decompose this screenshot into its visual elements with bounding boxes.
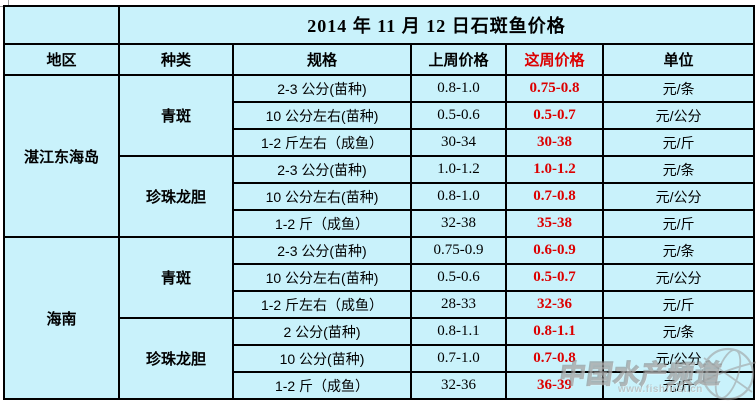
- this-week-price-cell: 1.0-1.2: [505, 155, 604, 184]
- corner-blank-cell: [3, 5, 120, 45]
- table-row: 10 公分(苗种) 0.7-1.0 0.7-0.8 元/公分: [4, 344, 756, 373]
- this-week-price-cell: 0.6-0.9: [505, 236, 604, 265]
- table-row: 1-2 斤左右（成鱼） 30-34 30-38 元/斤: [4, 128, 756, 157]
- this-week-price-cell: 35-38: [505, 209, 604, 238]
- unit-cell: 元/条: [601, 236, 756, 265]
- spec-cell: 2-3 公分(苗种): [232, 236, 412, 265]
- this-week-price-cell: 32-36: [505, 290, 604, 319]
- table-title: 2014 年 11 月 12 日石斑鱼价格: [117, 5, 756, 45]
- this-week-price-cell: 0.8-1.1: [505, 317, 604, 346]
- table-row: 湛江东海岛 青斑 2-3 公分(苗种) 0.8-1.0 0.75-0.8 元/条: [3, 74, 756, 238]
- header-last-week-price: 上周价格: [410, 43, 507, 76]
- last-week-price-cell: 0.75-0.9: [410, 236, 507, 265]
- last-week-price-cell: 30-34: [410, 128, 507, 157]
- spec-cell: 10 公分左右(苗种): [232, 182, 412, 211]
- header-row: 地区 种类 规格 上周价格 这周价格 单位: [3, 43, 756, 76]
- region-cell: 湛江东海岛: [3, 74, 120, 238]
- header-species: 种类: [118, 43, 234, 76]
- last-week-price-cell: 0.5-0.6: [410, 263, 507, 292]
- this-week-price-cell: 0.7-0.8: [505, 344, 604, 373]
- last-week-price-cell: 32-36: [410, 371, 507, 400]
- unit-cell: 元/条: [601, 317, 756, 346]
- species-cell: 青斑: [118, 236, 234, 319]
- table-row: 珍珠龙胆 2-3 公分(苗种) 1.0-1.2 1.0-1.2 元/条: [4, 155, 756, 238]
- region-cell: 海南: [3, 236, 120, 400]
- spec-cell: 1-2 斤（成鱼）: [232, 371, 412, 400]
- unit-cell: 元/公分: [601, 344, 756, 373]
- last-week-price-cell: 28-33: [410, 290, 507, 319]
- fish-price-table: 2014 年 11 月 12 日石斑鱼价格 地区 种类 规格 上周价格 这周价格…: [3, 5, 756, 400]
- spec-cell: 10 公分左右(苗种): [232, 101, 412, 130]
- unit-cell: 元/斤: [601, 371, 756, 400]
- table-row: 10 公分左右(苗种) 0.5-0.6 0.5-0.7 元/公分: [4, 101, 756, 130]
- species-cell: 珍珠龙胆: [118, 155, 234, 238]
- this-week-price-cell: 0.7-0.8: [505, 182, 604, 211]
- last-week-price-cell: 1.0-1.2: [410, 155, 507, 184]
- this-week-price-cell: 0.5-0.7: [505, 263, 604, 292]
- spec-cell: 2-3 公分(苗种): [232, 74, 412, 103]
- title-row: 2014 年 11 月 12 日石斑鱼价格: [3, 5, 756, 45]
- spec-cell: 2 公分(苗种): [232, 317, 412, 346]
- last-week-price-cell: 32-38: [410, 209, 507, 238]
- species-cell: 青斑: [118, 74, 234, 157]
- unit-cell: 元/斤: [601, 209, 756, 238]
- last-week-price-cell: 0.8-1.0: [410, 74, 507, 103]
- spec-cell: 1-2 斤（成鱼）: [232, 209, 412, 238]
- last-week-price-cell: 0.8-1.0: [410, 182, 507, 211]
- last-week-price-cell: 0.8-1.1: [410, 317, 507, 346]
- this-week-price-cell: 0.5-0.7: [505, 101, 604, 130]
- header-region: 地区: [3, 43, 120, 76]
- unit-cell: 元/公分: [601, 182, 756, 211]
- unit-cell: 元/斤: [601, 290, 756, 319]
- unit-cell: 元/条: [601, 155, 756, 184]
- spec-cell: 10 公分(苗种): [232, 344, 412, 373]
- this-week-price-cell: 0.75-0.8: [505, 74, 604, 103]
- table-row: 10 公分左右(苗种) 0.8-1.0 0.7-0.8 元/公分: [4, 182, 756, 211]
- spec-cell: 1-2 斤左右（成鱼）: [232, 128, 412, 157]
- species-cell: 珍珠龙胆: [118, 317, 234, 400]
- table-row: 10 公分左右(苗种) 0.5-0.6 0.5-0.7 元/公分: [4, 263, 756, 292]
- table-row: 1-2 斤（成鱼） 32-36 36-39 元/斤: [4, 371, 756, 400]
- header-unit: 单位: [601, 43, 756, 76]
- spec-cell: 2-3 公分(苗种): [232, 155, 412, 184]
- this-week-price-cell: 36-39: [505, 371, 604, 400]
- unit-cell: 元/公分: [601, 101, 756, 130]
- unit-cell: 元/公分: [601, 263, 756, 292]
- header-this-week-price: 这周价格: [505, 43, 604, 76]
- table-row: 海南 青斑 2-3 公分(苗种) 0.75-0.9 0.6-0.9 元/条: [3, 236, 756, 400]
- last-week-price-cell: 0.7-1.0: [410, 344, 507, 373]
- table-row: 1-2 斤（成鱼） 32-38 35-38 元/斤: [4, 209, 756, 238]
- last-week-price-cell: 0.5-0.6: [410, 101, 507, 130]
- unit-cell: 元/斤: [601, 128, 756, 157]
- spec-cell: 1-2 斤左右（成鱼）: [232, 290, 412, 319]
- spec-cell: 10 公分左右(苗种): [232, 263, 412, 292]
- this-week-price-cell: 30-38: [505, 128, 604, 157]
- price-sheet: 2014 年 11 月 12 日石斑鱼价格 地区 种类 规格 上周价格 这周价格…: [3, 5, 756, 400]
- table-row: 珍珠龙胆 2 公分(苗种) 0.8-1.1 0.8-1.1 元/条: [4, 317, 756, 400]
- unit-cell: 元/条: [601, 74, 756, 103]
- header-spec: 规格: [232, 43, 412, 76]
- table-row: 1-2 斤左右（成鱼） 28-33 32-36 元/斤: [4, 290, 756, 319]
